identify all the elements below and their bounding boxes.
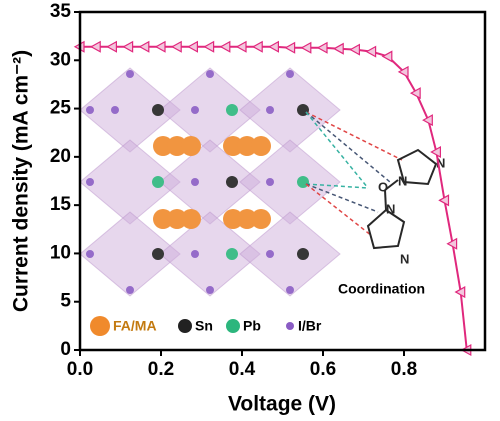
y-tick-label: 25 — [50, 98, 72, 119]
data-point — [122, 40, 134, 53]
x-tick-label: 0.8 — [391, 359, 417, 380]
x-tick-label: 0.4 — [229, 359, 256, 380]
plot-frame — [78, 10, 487, 352]
svg-text:O: O — [378, 179, 388, 194]
data-point — [446, 237, 458, 250]
legend-label: I/Br — [298, 318, 322, 334]
x-tick-label: 0.0 — [67, 359, 93, 380]
data-point — [203, 40, 215, 53]
data-point — [268, 40, 279, 53]
x-tick-label: 0.6 — [310, 359, 336, 380]
data-point — [409, 87, 421, 100]
data-point — [154, 40, 166, 53]
y-tick-label: 5 — [60, 291, 71, 312]
legend-label: Pb — [243, 318, 261, 334]
x-tick-label: 0.2 — [148, 359, 174, 380]
x-axis-label: Voltage (V) — [228, 393, 336, 416]
y-tick-label: 20 — [50, 146, 71, 167]
data-point — [138, 40, 150, 53]
y-tick-label: 10 — [50, 242, 71, 263]
legend-label: Sn — [195, 318, 213, 334]
data-point — [89, 40, 101, 53]
data-point — [438, 194, 450, 207]
data-point — [235, 40, 247, 53]
svg-text:N: N — [436, 155, 445, 170]
data-point — [349, 43, 360, 56]
svg-text:N: N — [400, 251, 409, 266]
data-point — [300, 41, 312, 54]
y-tick-label: 35 — [50, 1, 72, 22]
y-tick-label: 0 — [60, 339, 71, 360]
data-point — [332, 42, 344, 55]
inset-legend: FA/MA Sn Pb I/Br — [90, 316, 322, 336]
data-point — [170, 40, 182, 53]
svg-text:N: N — [386, 201, 395, 216]
data-point — [454, 286, 466, 299]
data-point — [365, 45, 377, 58]
data-point — [430, 146, 441, 159]
data-line — [80, 45, 468, 351]
data-point — [219, 40, 231, 53]
data-point — [106, 40, 118, 53]
y-axis-label: Current density (mA cm⁻²) — [10, 50, 33, 312]
data-point — [397, 65, 409, 78]
data-point — [187, 40, 198, 53]
legend-label: FA/MA — [113, 318, 157, 334]
inset-label: Coordination — [338, 281, 425, 297]
data-point — [284, 41, 296, 54]
data-point — [251, 40, 263, 53]
data-point — [422, 114, 433, 127]
data-point — [381, 50, 393, 63]
svg-text:N: N — [398, 173, 407, 188]
y-tick-label: 15 — [50, 194, 72, 215]
y-tick-label: 30 — [50, 49, 71, 70]
data-point — [316, 41, 328, 54]
